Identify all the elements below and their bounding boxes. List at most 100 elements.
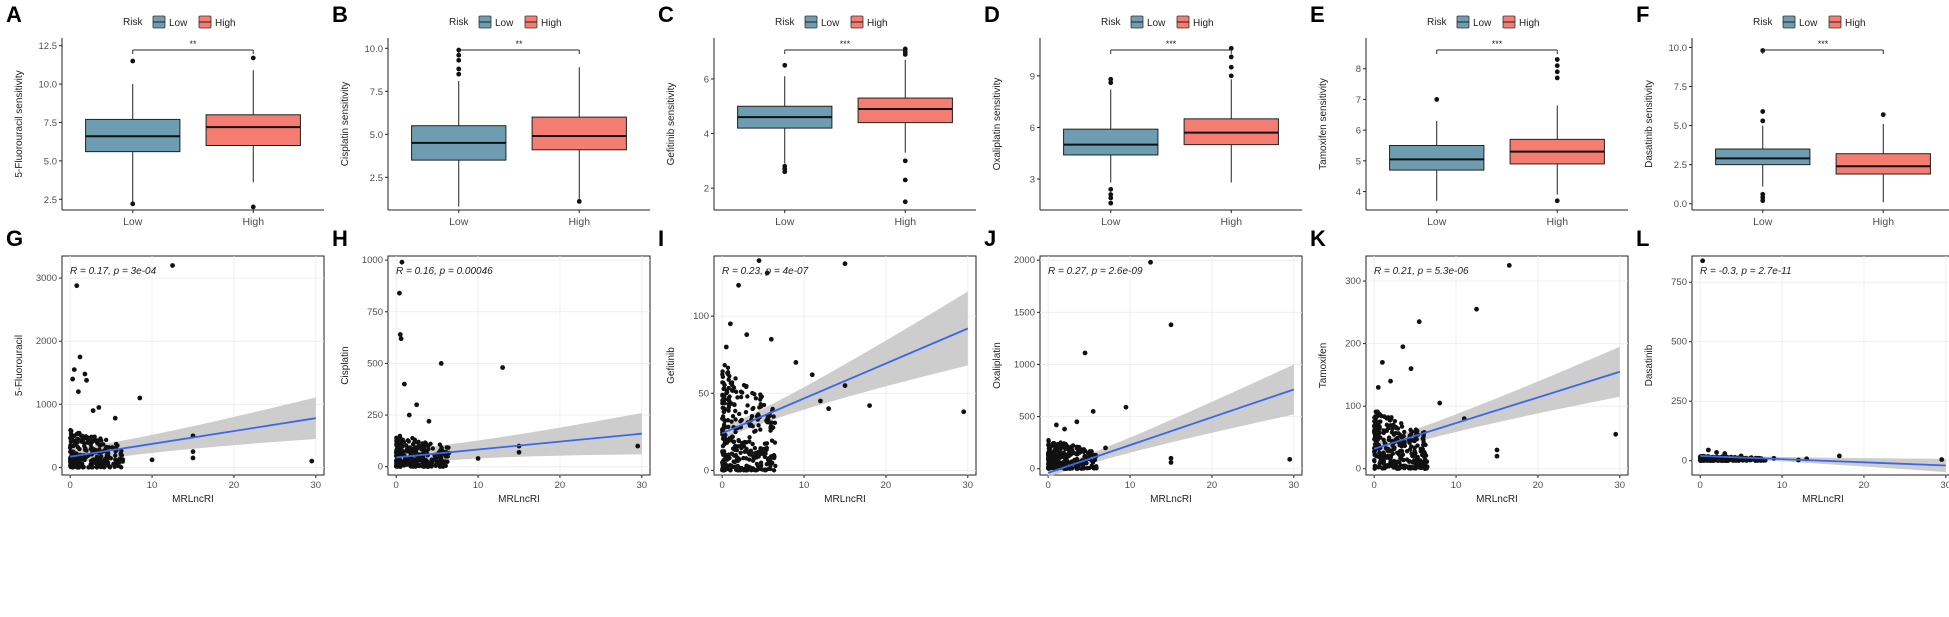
- data-point: [1103, 445, 1108, 451]
- data-point: [721, 468, 726, 473]
- data-point: [733, 389, 739, 395]
- x-tick-label: Low: [1427, 216, 1447, 228]
- x-tick-label: 20: [881, 480, 892, 491]
- outlier-point: [1228, 54, 1234, 60]
- data-point: [405, 438, 411, 443]
- data-point: [720, 459, 726, 464]
- y-tick-label: 10.0: [1669, 43, 1688, 54]
- data-point: [763, 467, 769, 472]
- data-point: [1391, 423, 1396, 428]
- data-point: [758, 446, 763, 451]
- x-tick-label: Low: [775, 216, 795, 228]
- data-point: [743, 410, 749, 415]
- data-point: [1713, 457, 1718, 462]
- data-point: [1400, 344, 1406, 350]
- data-point: [475, 456, 481, 461]
- y-tick-label: 2000: [36, 336, 57, 347]
- panel-letter: I: [658, 226, 664, 251]
- data-point: [1063, 461, 1069, 467]
- data-point: [1066, 448, 1072, 453]
- outlier-point: [902, 199, 908, 205]
- x-axis-label: MRLncRI: [1802, 494, 1844, 505]
- data-point: [438, 361, 444, 366]
- data-point: [726, 397, 732, 403]
- data-point: [762, 446, 767, 452]
- x-axis-label: MRLncRI: [824, 494, 866, 505]
- data-point: [1384, 422, 1390, 428]
- data-point: [104, 444, 109, 450]
- data-point: [420, 461, 426, 466]
- x-tick-label: Low: [1753, 216, 1773, 228]
- y-tick-label: 100: [1345, 401, 1361, 412]
- data-point: [738, 394, 744, 400]
- data-point: [768, 425, 773, 430]
- data-point: [1372, 463, 1378, 469]
- outlier-point: [782, 62, 788, 68]
- data-point: [720, 449, 725, 454]
- legend-title: Risk: [123, 17, 143, 28]
- outlier-point: [1554, 57, 1560, 62]
- confidence-band: [1374, 346, 1620, 455]
- data-point: [1437, 400, 1443, 406]
- data-point: [1398, 456, 1403, 461]
- data-point: [425, 464, 430, 469]
- sig-label: ***: [840, 39, 851, 49]
- data-point: [411, 457, 416, 462]
- y-tick-label: 0: [704, 465, 709, 476]
- data-point: [723, 437, 729, 442]
- y-tick-label: 7: [1356, 95, 1361, 106]
- x-axis-label: MRLncRI: [1476, 494, 1518, 505]
- data-point: [414, 402, 420, 408]
- legend-label-low: Low: [1473, 18, 1492, 29]
- regression-line: [721, 327, 969, 435]
- data-point: [1050, 441, 1056, 446]
- outlier-point: [1108, 195, 1114, 201]
- data-point: [728, 438, 734, 443]
- outlier-point: [250, 204, 256, 210]
- data-point: [1372, 458, 1377, 464]
- data-point: [395, 457, 400, 462]
- data-point: [726, 408, 731, 413]
- data-point: [1388, 462, 1394, 468]
- data-point: [1397, 466, 1402, 471]
- y-tick-label: 3: [1030, 175, 1035, 186]
- y-tick-label: 1000: [36, 399, 57, 410]
- data-point: [726, 452, 731, 457]
- y-axis-label: Oxaliplatin sensitivity: [992, 78, 1003, 171]
- data-point: [744, 332, 750, 338]
- data-point: [1046, 443, 1052, 448]
- data-point: [737, 411, 742, 417]
- data-point: [1395, 459, 1400, 464]
- y-axis-label: Tamoxifen: [1318, 343, 1329, 389]
- data-point: [309, 458, 315, 464]
- data-point: [439, 458, 445, 463]
- data-point: [96, 438, 102, 444]
- data-point: [753, 468, 759, 473]
- data-point: [1399, 424, 1405, 429]
- data-point: [426, 418, 432, 424]
- data-point: [758, 427, 763, 432]
- x-tick-label: Low: [449, 216, 469, 228]
- data-point: [842, 261, 848, 267]
- data-point: [1397, 442, 1402, 448]
- x-axis-label: MRLncRI: [498, 494, 540, 505]
- regression-line: [70, 417, 316, 458]
- data-point: [75, 389, 81, 395]
- data-point: [103, 437, 109, 443]
- data-point: [1075, 465, 1080, 471]
- outlier-point: [902, 158, 908, 164]
- data-point: [1707, 458, 1713, 463]
- data-point: [1087, 449, 1093, 454]
- data-point: [1413, 450, 1418, 456]
- data-point: [1377, 464, 1383, 470]
- data-point: [1418, 458, 1423, 463]
- data-point: [408, 463, 413, 469]
- data-point: [68, 463, 73, 468]
- data-point: [756, 412, 761, 417]
- x-tick-label: High: [1872, 216, 1894, 228]
- data-point: [73, 464, 79, 469]
- data-point: [1400, 452, 1406, 457]
- panel-letter: L: [1636, 226, 1649, 251]
- data-point: [720, 397, 725, 403]
- data-point: [428, 441, 433, 446]
